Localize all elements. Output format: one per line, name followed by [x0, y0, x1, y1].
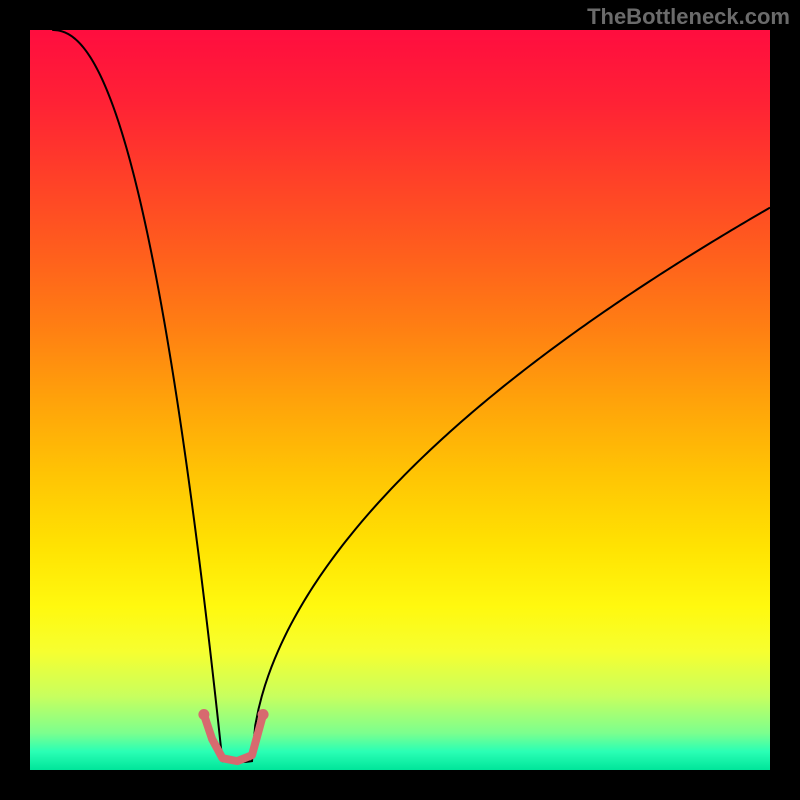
plot-area: [30, 30, 770, 770]
bottleneck-chart: [30, 30, 770, 770]
trough-marker-right: [258, 709, 269, 720]
trough-marker-left: [198, 709, 209, 720]
watermark-text: TheBottleneck.com: [587, 4, 790, 30]
gradient-background: [30, 30, 770, 770]
chart-frame: TheBottleneck.com: [0, 0, 800, 800]
